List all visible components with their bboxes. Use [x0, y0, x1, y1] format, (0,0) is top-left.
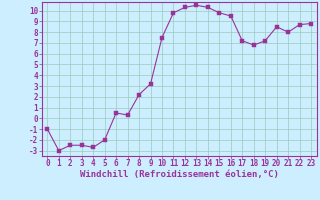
X-axis label: Windchill (Refroidissement éolien,°C): Windchill (Refroidissement éolien,°C): [80, 170, 279, 179]
